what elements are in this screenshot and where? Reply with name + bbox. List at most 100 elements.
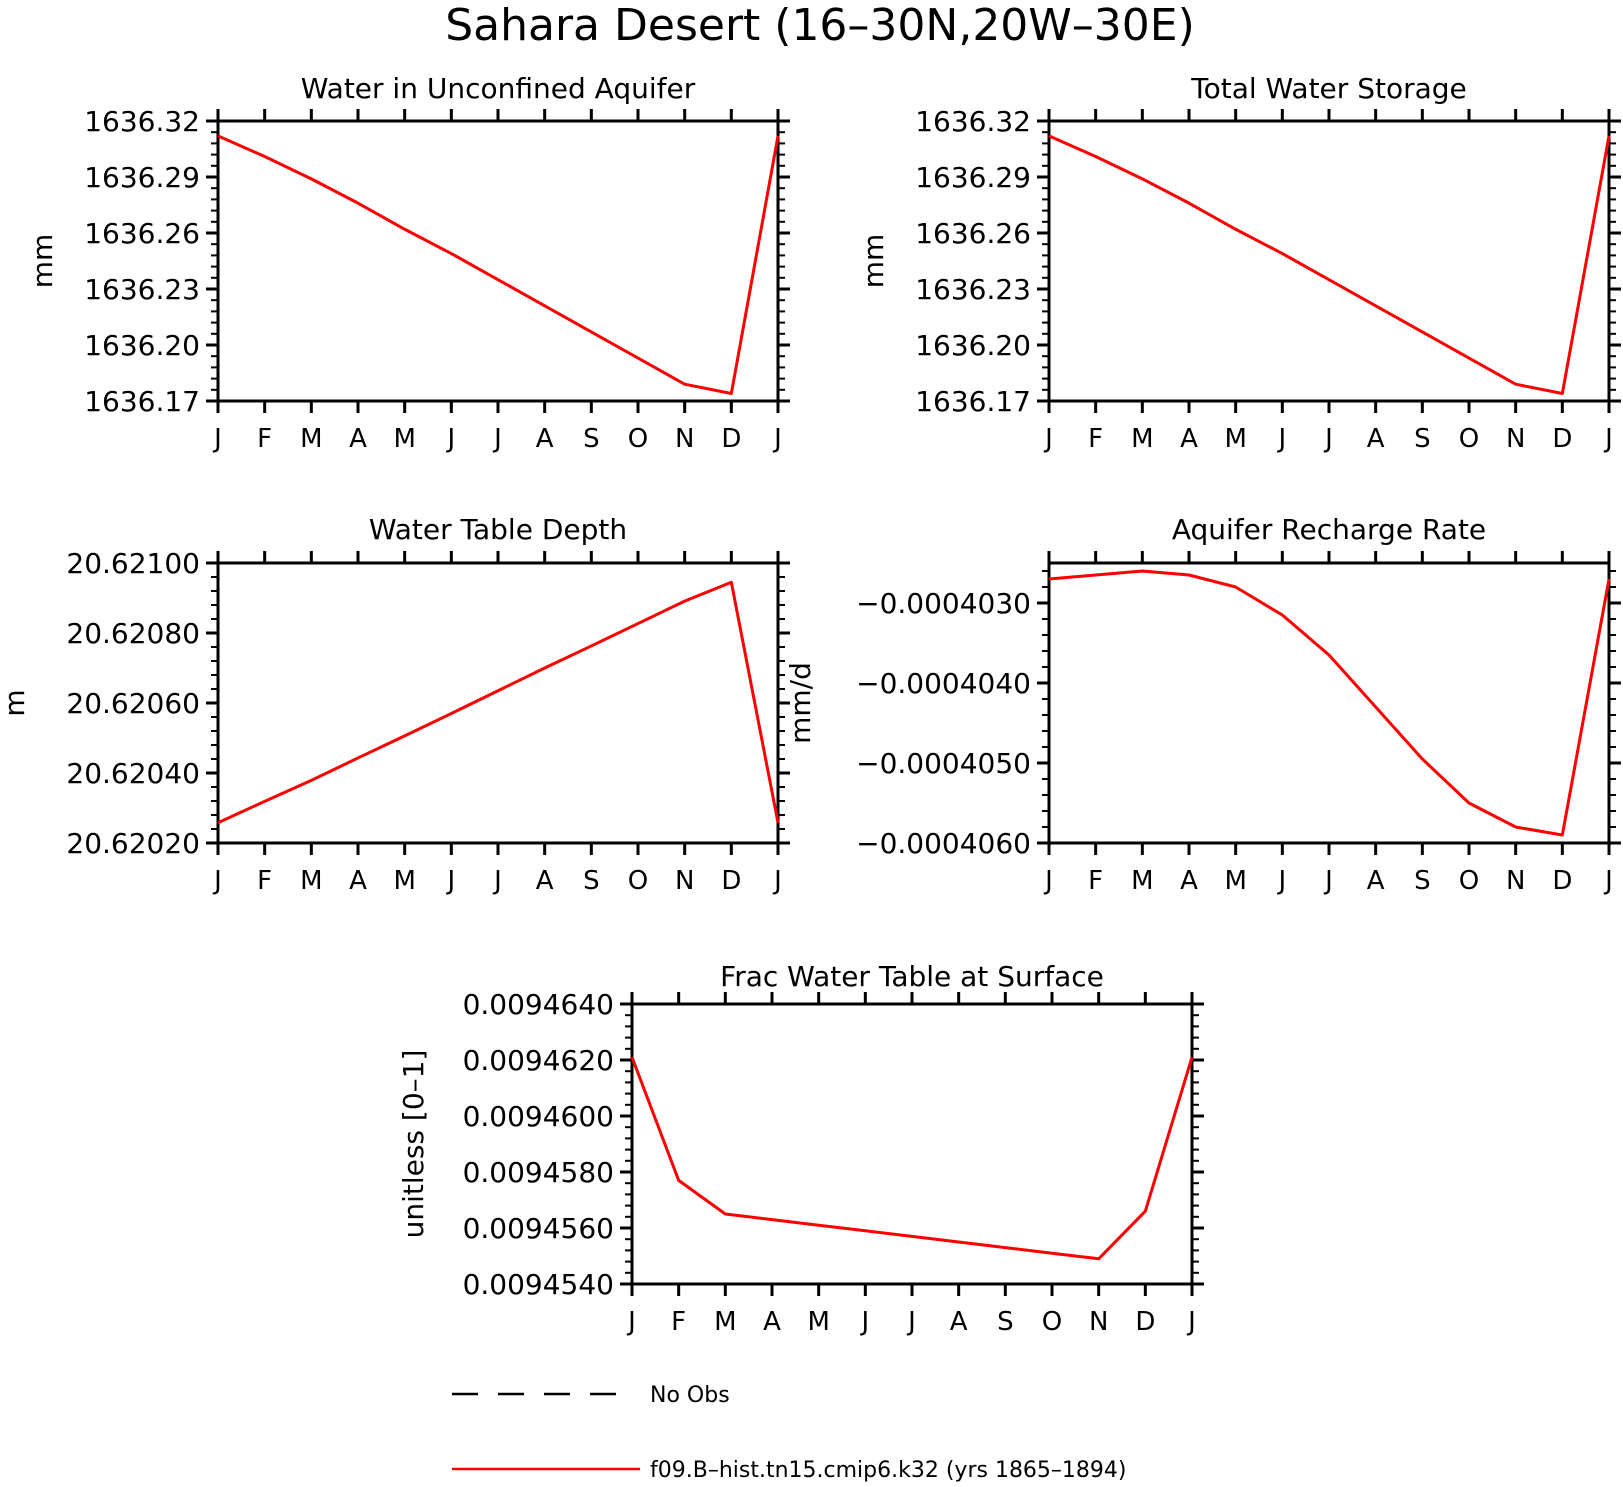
x-tick-label: D (1552, 424, 1572, 454)
x-tick-label: M (714, 1307, 736, 1337)
x-tick-label: A (1180, 424, 1198, 454)
x-tick-label: J (1323, 866, 1333, 896)
x-tick-label: A (536, 424, 554, 454)
legend: No Obs f09.B–hist.tn15.cmip6.k32 (yrs 18… (452, 1383, 1127, 1483)
y-axis-label: mm (857, 234, 890, 289)
plot-frame (630, 1002, 1194, 1286)
y-tick-label: 20.62080 (66, 617, 200, 650)
x-tick-label: N (1089, 1307, 1108, 1337)
y-tick-label: −0.0004060 (856, 827, 1031, 860)
y-tick-label: −0.0004050 (856, 747, 1031, 780)
y-tick-label: 1636.23 (915, 273, 1031, 306)
x-tick-label: S (583, 866, 600, 896)
panel-title: Water in Unconfined Aquifer (301, 72, 696, 105)
series-line-1 (217, 134, 780, 396)
y-tick-label: 20.62040 (66, 757, 200, 790)
x-tick-label: J (1603, 424, 1613, 454)
y-tick-label: 20.62100 (66, 547, 200, 580)
x-tick-label: S (997, 1307, 1014, 1337)
x-tick-label: J (1043, 424, 1053, 454)
y-tick-label: 1636.32 (84, 105, 200, 138)
x-tick-label: M (393, 866, 415, 896)
y-tick-label: 0.0094640 (463, 988, 614, 1021)
panel-title: Aquifer Recharge Rate (1172, 513, 1486, 546)
y-tick-label: 0.0094560 (463, 1212, 614, 1245)
x-tick-label: J (906, 1307, 916, 1337)
x-tick-label: O (628, 866, 648, 896)
x-tick-label: D (1135, 1307, 1155, 1337)
x-tick-label: N (1506, 424, 1525, 454)
x-tick-label: J (1603, 866, 1613, 896)
x-tick-label: M (300, 424, 322, 454)
chart-panel-5: Frac Water Table at Surface unitless [0–1… (397, 960, 1204, 1337)
x-tick-label: O (1459, 866, 1479, 896)
x-tick-label: A (1367, 866, 1385, 896)
panel-title: Frac Water Table at Surface (720, 960, 1104, 993)
y-axis-label: m (0, 689, 31, 716)
x-tick-label: A (349, 424, 367, 454)
x-tick-label: J (772, 424, 782, 454)
y-tick-label: 1636.26 (84, 217, 200, 250)
y-tick-label: 1636.23 (84, 273, 200, 306)
x-tick-label: N (675, 424, 694, 454)
plot-frame (1047, 561, 1611, 845)
x-tick-label: J (492, 866, 502, 896)
x-tick-label: A (1180, 866, 1198, 896)
x-tick-label: F (671, 1307, 686, 1337)
plot-frame (216, 561, 780, 845)
y-tick-label: 20.62060 (66, 687, 200, 720)
panel-title: Total Water Storage (1190, 72, 1467, 105)
y-tick-label: 0.0094600 (463, 1100, 614, 1133)
legend-no-obs-label: No Obs (650, 1383, 730, 1408)
x-tick-label: A (950, 1307, 968, 1337)
x-tick-label: F (257, 424, 272, 454)
x-tick-label: M (807, 1307, 829, 1337)
x-tick-label: D (721, 866, 741, 896)
x-tick-label: J (1276, 424, 1286, 454)
x-tick-label: O (1042, 1307, 1062, 1337)
x-tick-label: J (212, 424, 222, 454)
y-tick-label: 1636.17 (84, 385, 200, 418)
plot-frame (1047, 119, 1611, 403)
x-tick-label: S (583, 424, 600, 454)
x-tick-label: M (1224, 866, 1246, 896)
x-tick-label: F (257, 866, 272, 896)
series-line-1 (217, 580, 780, 825)
x-tick-label: J (859, 1307, 869, 1337)
y-tick-label: 1636.17 (915, 385, 1031, 418)
y-tick-label: 1636.29 (915, 161, 1031, 194)
series-line-1 (1048, 134, 1611, 396)
x-tick-label: O (1459, 424, 1479, 454)
series-line-1 (630, 1056, 1194, 1261)
y-tick-label: −0.0004030 (856, 587, 1031, 620)
y-axis-label: unitless [0–1] (397, 1050, 430, 1239)
y-tick-label: 1636.29 (84, 161, 200, 194)
y-tick-label: 20.62020 (66, 827, 200, 860)
x-tick-label: O (628, 424, 648, 454)
x-tick-label: D (721, 424, 741, 454)
y-tick-label: 1636.20 (915, 329, 1031, 362)
y-tick-label: 1636.32 (915, 105, 1031, 138)
x-tick-label: F (1088, 424, 1103, 454)
x-tick-label: J (212, 866, 222, 896)
x-tick-label: N (1506, 866, 1525, 896)
x-tick-label: D (1552, 866, 1572, 896)
x-tick-label: A (536, 866, 554, 896)
y-tick-label: 0.0094580 (463, 1156, 614, 1189)
x-tick-label: N (675, 866, 694, 896)
x-tick-label: M (1224, 424, 1246, 454)
x-tick-label: J (1043, 866, 1053, 896)
legend-model-label: f09.B–hist.tn15.cmip6.k32 (yrs 1865–1894… (650, 1458, 1127, 1483)
x-tick-label: J (445, 424, 455, 454)
x-tick-label: M (1131, 866, 1153, 896)
x-tick-label: J (1276, 866, 1286, 896)
x-tick-label: J (626, 1307, 636, 1337)
x-tick-label: M (300, 866, 322, 896)
y-axis-label: mm (26, 234, 59, 289)
